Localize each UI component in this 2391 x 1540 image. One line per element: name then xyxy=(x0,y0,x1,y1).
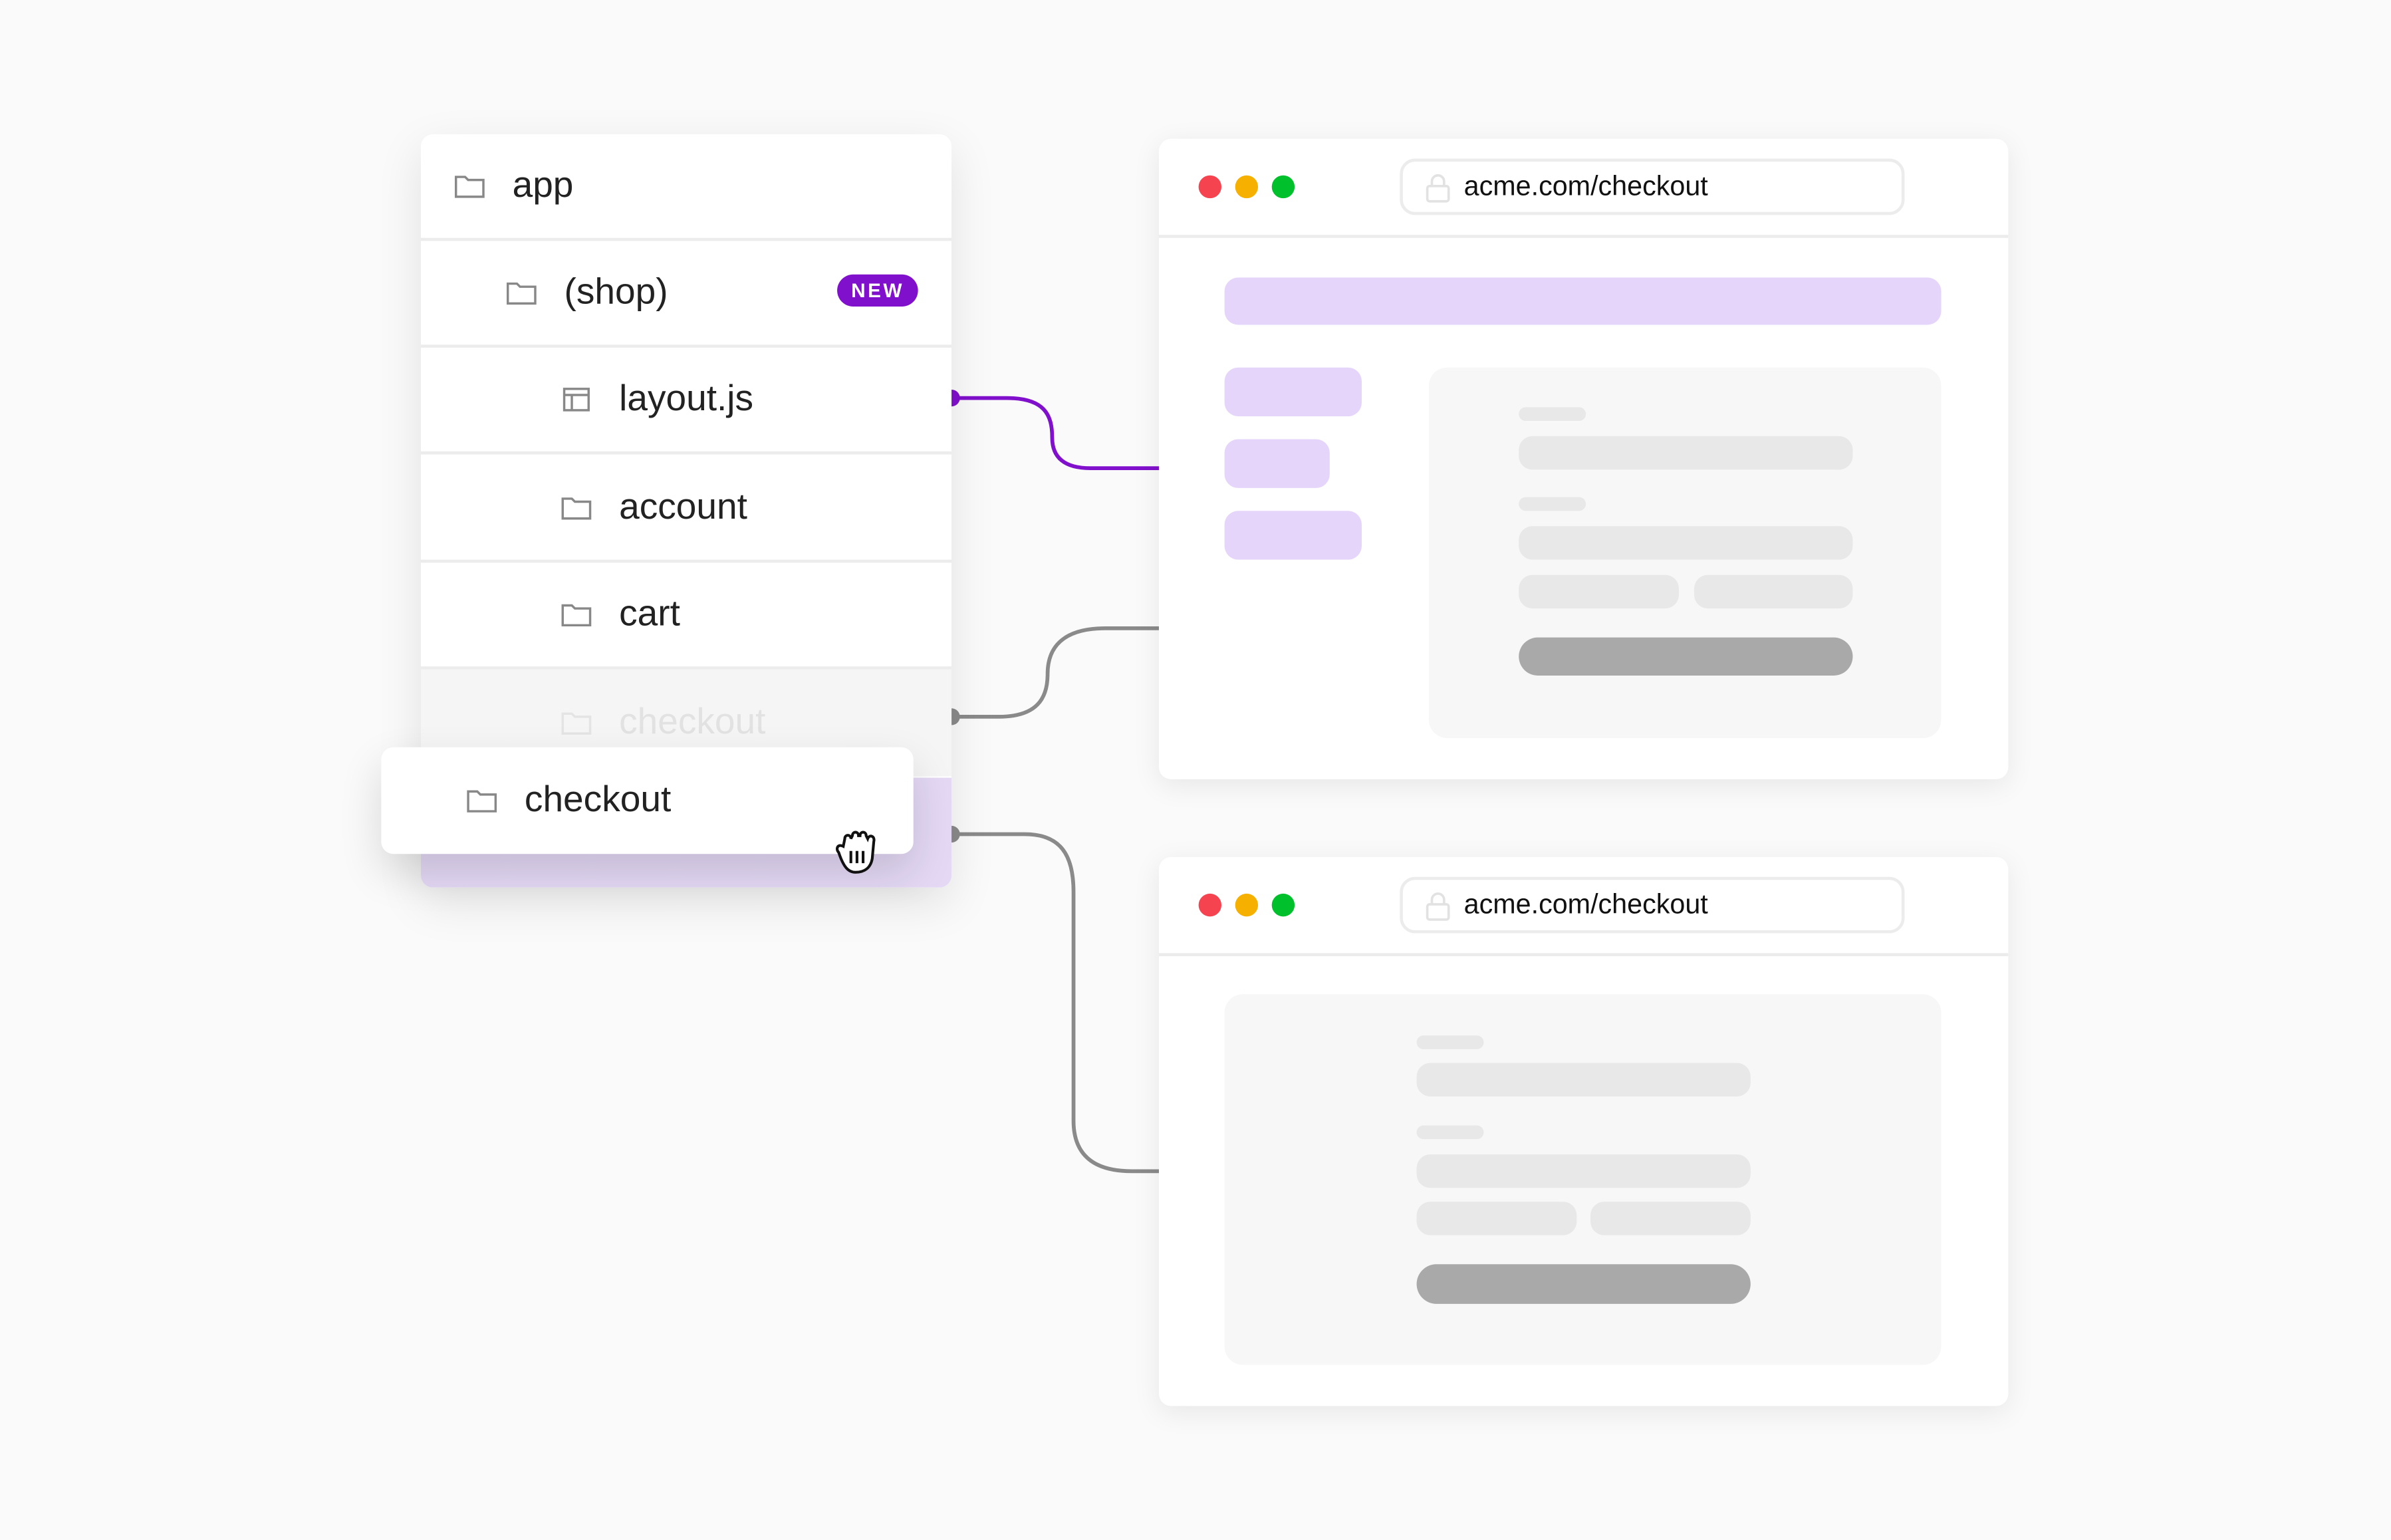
minimize-dot[interactable] xyxy=(1235,893,1259,917)
new-badge: NEW xyxy=(837,274,918,307)
tree-item-layout-js[interactable]: layout.js xyxy=(420,348,952,455)
lock-icon xyxy=(1426,173,1450,202)
folder-icon xyxy=(467,790,497,813)
content-panel xyxy=(1224,994,1942,1365)
lock-icon xyxy=(1426,891,1450,920)
address-bar[interactable]: acme.com/checkout xyxy=(1400,158,1905,215)
address-bar[interactable]: acme.com/checkout xyxy=(1400,876,1905,934)
folder-icon xyxy=(455,176,485,198)
url-text: acme.com/checkout xyxy=(1463,170,1708,201)
maximize-dot[interactable] xyxy=(1271,175,1295,199)
input-placeholder xyxy=(1519,436,1853,470)
nav-placeholder xyxy=(1224,367,1362,417)
input-placeholder xyxy=(1694,575,1853,609)
tree-item-app[interactable]: app xyxy=(420,134,952,241)
input-placeholder xyxy=(1416,1154,1751,1188)
label-placeholder xyxy=(1519,497,1586,511)
close-dot[interactable] xyxy=(1198,175,1222,199)
label-placeholder xyxy=(1416,1035,1484,1049)
nav-placeholder xyxy=(1224,511,1362,560)
dragged-item-checkout[interactable]: checkout xyxy=(381,747,914,854)
url-text: acme.com/checkout xyxy=(1463,889,1708,920)
minimize-dot[interactable] xyxy=(1235,175,1259,199)
browser-window-without-layout: acme.com/checkout xyxy=(1158,856,2009,1406)
tree-item-account[interactable]: account xyxy=(420,456,952,563)
button-placeholder xyxy=(1519,637,1853,676)
input-placeholder xyxy=(1590,1202,1751,1235)
tree-item-label: checkout xyxy=(619,701,766,743)
input-placeholder xyxy=(1519,526,1853,560)
close-dot[interactable] xyxy=(1198,893,1222,917)
dragged-item-label: checkout xyxy=(524,779,672,821)
button-placeholder xyxy=(1416,1264,1751,1304)
tree-item-label: account xyxy=(619,486,747,528)
tree-item-shop[interactable]: (shop) NEW xyxy=(420,241,952,348)
grab-hand-icon xyxy=(836,831,876,874)
folder-icon xyxy=(506,282,537,305)
folder-icon xyxy=(561,604,592,627)
tree-item-label: (shop) xyxy=(564,271,668,313)
tree-item-label: layout.js xyxy=(619,378,754,420)
label-placeholder xyxy=(1519,407,1586,421)
folder-icon xyxy=(561,712,592,735)
tree-item-label: app xyxy=(512,164,574,206)
browser-title-bar: acme.com/checkout xyxy=(1158,857,2009,956)
input-placeholder xyxy=(1519,575,1680,609)
header-placeholder xyxy=(1224,277,1942,325)
input-placeholder xyxy=(1416,1063,1751,1096)
content-panel xyxy=(1428,367,1942,739)
browser-title-bar: acme.com/checkout xyxy=(1158,139,2009,238)
tree-item-cart[interactable]: cart xyxy=(420,563,952,670)
browser-window-with-layout: acme.com/checkout xyxy=(1158,138,2009,779)
nav-placeholder xyxy=(1224,439,1330,488)
input-placeholder xyxy=(1416,1202,1577,1235)
label-placeholder xyxy=(1416,1125,1484,1140)
layout-file-icon xyxy=(563,388,590,412)
tree-item-label: cart xyxy=(619,593,680,635)
folder-icon xyxy=(561,497,592,520)
maximize-dot[interactable] xyxy=(1271,893,1295,917)
